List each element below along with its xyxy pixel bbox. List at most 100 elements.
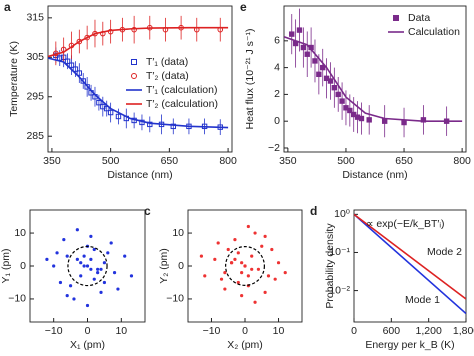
legend-swatch <box>393 15 399 21</box>
scatter-point <box>229 261 234 265</box>
x-axis-title: Energy per k_B (K) <box>365 339 454 351</box>
scatter-point <box>240 270 244 275</box>
scatter-point <box>106 251 110 255</box>
scatter-point <box>96 267 100 271</box>
data-marker <box>401 119 407 126</box>
scatter-point <box>72 297 76 301</box>
plot-area <box>45 228 134 308</box>
scatter-point <box>75 228 79 232</box>
scatter-point <box>226 247 230 252</box>
panel-label: d <box>310 204 317 218</box>
legend-label: Data <box>408 12 430 24</box>
data-marker <box>347 107 353 114</box>
data-marker <box>76 38 83 45</box>
y-tick-label: −10 <box>166 293 184 305</box>
x-tick-label: 500 <box>337 155 355 167</box>
data-marker <box>316 71 322 78</box>
scatter-point <box>96 270 100 275</box>
scatter-point <box>62 238 66 242</box>
y-tick-label: 295 <box>26 91 44 103</box>
x-tick-label: 350 <box>279 155 297 167</box>
y-tick-label: 2 <box>274 88 280 100</box>
legend-swatch <box>131 73 137 79</box>
y-tick-label: 0 <box>274 115 280 127</box>
y-tick-label: 315 <box>26 12 44 24</box>
reference-circle <box>225 246 265 286</box>
reference-circle <box>67 245 108 287</box>
x-axis-title: X₂ (pm) <box>227 339 263 351</box>
data-marker <box>96 99 102 106</box>
x-axis-title: X₁ (pm) <box>70 339 105 351</box>
data-marker <box>104 105 110 112</box>
y-axis-title: Temperature (K) <box>8 41 20 117</box>
scatter-point <box>203 274 207 278</box>
scatter-point <box>109 241 113 245</box>
x-tick-label: 10 <box>273 325 285 337</box>
x-tick-label: −10 <box>45 325 63 337</box>
x-tick-label: 500 <box>102 155 120 167</box>
data-marker <box>381 118 388 124</box>
scatter-point <box>240 261 244 265</box>
scatter-point <box>58 280 63 285</box>
x-tick-label: 1,800 <box>453 325 474 337</box>
scatter-point <box>92 247 96 252</box>
annotation: Mode 2 <box>427 246 462 258</box>
scatter-point <box>82 264 86 268</box>
axes-frame <box>47 5 233 153</box>
scatter-point <box>68 284 73 288</box>
data-marker <box>335 91 341 98</box>
data-marker <box>296 27 303 33</box>
annotation: Mode 1 <box>405 294 440 306</box>
legend-label: Calculation <box>408 26 460 38</box>
legend-label: T′₂ (data) <box>146 70 189 82</box>
data-marker <box>170 123 176 130</box>
data-marker <box>131 26 137 33</box>
y-tick-label: 0 <box>20 260 26 272</box>
scatter-point <box>223 287 227 291</box>
axes-frame <box>353 209 467 323</box>
y-tick-label: 10 <box>172 227 184 239</box>
data-marker <box>72 66 79 72</box>
series-line <box>284 36 463 122</box>
y-axis-title: Probability density <box>324 223 336 309</box>
scatter-point <box>82 254 86 258</box>
scatter-point <box>92 277 96 281</box>
scatter-point <box>99 290 103 294</box>
x-tick-label: 600 <box>383 325 401 337</box>
y-tick-label: 0 <box>178 260 184 272</box>
panel-label: e <box>240 0 247 14</box>
data-marker <box>358 115 365 122</box>
y-tick-label: −2 <box>268 142 280 154</box>
data-marker <box>80 78 86 84</box>
panel-label: a <box>4 0 11 14</box>
plot-area <box>354 213 466 315</box>
data-marker <box>366 117 372 123</box>
legend-label: T′₁ (calculation) <box>146 84 217 96</box>
scatter-point <box>236 280 240 285</box>
data-marker <box>312 58 318 64</box>
scatter-point <box>116 287 120 291</box>
scatter-point <box>55 251 59 255</box>
scatter-point <box>246 274 250 278</box>
scatter-point <box>213 257 217 262</box>
series-line <box>48 57 229 129</box>
plot-area <box>284 8 463 138</box>
y-tick-label: 10⁻¹ <box>329 246 350 258</box>
y-tick-label: 10 <box>14 227 26 239</box>
scatter-point <box>263 290 267 294</box>
legend-label: T′₁ (data) <box>146 56 188 68</box>
x-tick-label: 10 <box>115 325 127 337</box>
scatter-point <box>102 280 107 285</box>
x-tick-label: 650 <box>161 155 179 167</box>
plot-area <box>199 224 287 304</box>
data-marker <box>115 113 122 120</box>
scatter-point <box>233 238 237 242</box>
scatter-point <box>123 254 127 258</box>
x-tick-label: 800 <box>453 155 471 167</box>
series-line <box>48 26 229 58</box>
scatter-point <box>89 257 93 262</box>
scatter-point <box>260 244 264 248</box>
scatter-point <box>85 303 90 308</box>
y-axis-title: Y₂ (pm) <box>158 248 170 284</box>
